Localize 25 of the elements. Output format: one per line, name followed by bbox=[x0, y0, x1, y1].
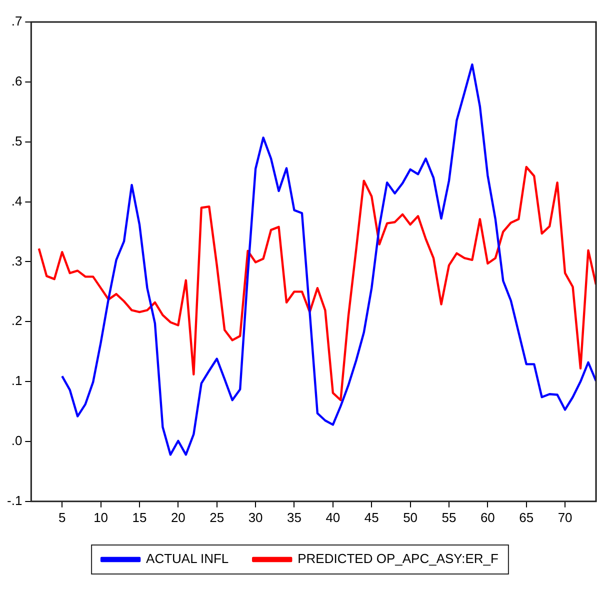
x-tick-label: 10 bbox=[94, 510, 108, 525]
x-tick-label: 55 bbox=[442, 510, 456, 525]
x-tick-label: 20 bbox=[170, 510, 186, 525]
x-tick-label: 35 bbox=[287, 510, 302, 525]
x-tick-label: 70 bbox=[558, 510, 572, 525]
x-tick-label: 40 bbox=[326, 510, 340, 525]
x-tick-label: 45 bbox=[364, 510, 379, 525]
y-tick-label: -.1 bbox=[7, 492, 22, 508]
y-tick-label: .7 bbox=[11, 14, 22, 29]
x-tick-label: 50 bbox=[403, 510, 418, 525]
x-tick-label: 65 bbox=[519, 510, 534, 525]
legend-label: ACTUAL INFL bbox=[146, 551, 229, 566]
y-tick-label: .6 bbox=[11, 74, 22, 89]
y-tick-label: .3 bbox=[11, 253, 22, 268]
legend-label: PREDICTED OP_APC_ASY:ER_F bbox=[298, 551, 499, 566]
x-tick-label: 30 bbox=[248, 510, 263, 525]
y-tick-label: .4 bbox=[11, 193, 22, 208]
y-tick-label: .5 bbox=[11, 133, 22, 148]
y-tick-label: .1 bbox=[11, 373, 22, 388]
x-tick-label: 5 bbox=[58, 510, 66, 525]
x-tick-label: 25 bbox=[210, 510, 224, 525]
y-tick-label: .2 bbox=[11, 313, 22, 328]
x-tick-label: 60 bbox=[480, 510, 495, 525]
x-tick-label: 15 bbox=[132, 510, 147, 525]
y-tick-label: .0 bbox=[11, 433, 22, 448]
